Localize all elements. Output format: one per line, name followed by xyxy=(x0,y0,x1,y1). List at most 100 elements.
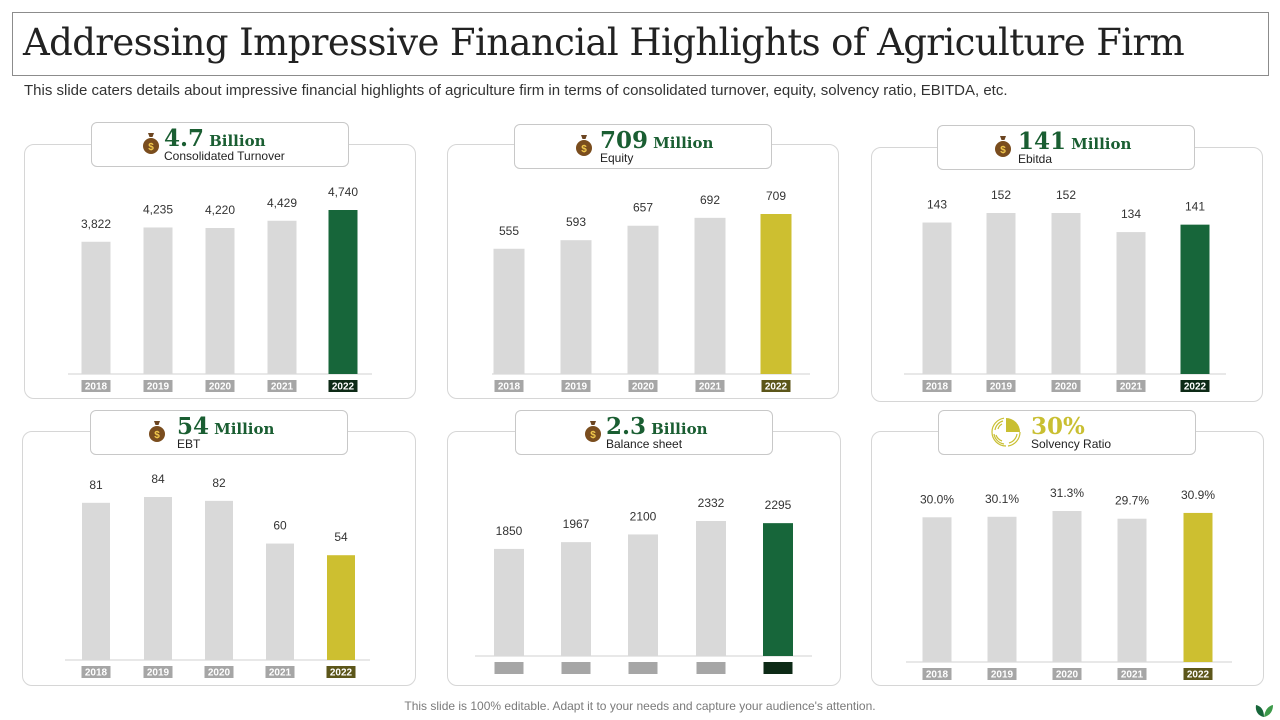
data-label: 4,740 xyxy=(328,185,358,199)
bar xyxy=(1052,511,1082,662)
data-label: 30.9% xyxy=(1181,488,1215,502)
year-tag xyxy=(561,380,591,392)
year-label: 2019 xyxy=(990,382,1013,393)
data-label: 31.3% xyxy=(1050,486,1084,500)
kpi-value-line: 141 Million xyxy=(1018,128,1131,155)
year-label: 2018 xyxy=(498,382,521,393)
year-tag xyxy=(143,380,173,392)
svg-text:$: $ xyxy=(154,430,160,441)
data-label: 3,822 xyxy=(81,217,111,231)
year-label: 2021 xyxy=(1121,670,1144,681)
svg-text:$: $ xyxy=(1000,145,1006,156)
year-label: 2021 xyxy=(1120,382,1143,393)
year-label: 2022 xyxy=(330,668,353,679)
year-tag xyxy=(561,662,591,674)
year-label: 2021 xyxy=(271,382,294,393)
year-tag xyxy=(1180,380,1210,392)
bar xyxy=(143,227,173,374)
kpi-value: 2.3 xyxy=(606,413,647,440)
year-tag xyxy=(987,668,1017,680)
kpi-card-turnover: $ 4.7 Billion Consolidated Turnover xyxy=(91,122,349,167)
year-label: 2022 xyxy=(1184,382,1207,393)
year-tag xyxy=(628,380,658,392)
bar xyxy=(144,497,172,660)
year-label: 2018 xyxy=(926,670,949,681)
kpi-value: 30% xyxy=(1031,413,1085,440)
money-bag-icon: $ xyxy=(585,421,601,442)
year-label: 2018 xyxy=(85,668,108,679)
kpi-value-line: 709 Million xyxy=(600,127,713,154)
data-label: 4,429 xyxy=(267,196,297,210)
data-label: 2100 xyxy=(630,509,657,523)
year-label: 2019 xyxy=(565,382,588,393)
bar xyxy=(561,542,591,656)
data-label: 152 xyxy=(1056,188,1076,202)
year-label: 2022 xyxy=(1187,670,1210,681)
data-label: 84 xyxy=(151,472,165,486)
year-label: 2020 xyxy=(209,382,232,393)
leaf-logo-icon xyxy=(1255,705,1273,717)
bar xyxy=(1117,518,1147,662)
bar xyxy=(628,534,658,656)
kpi-caption: Balance sheet xyxy=(606,437,683,451)
data-label: 81 xyxy=(89,478,103,492)
year-tag xyxy=(1117,668,1147,680)
pie-gauge-icon xyxy=(991,417,1021,447)
kpi-card-ebt: $ 54 Million EBT xyxy=(90,410,348,455)
kpi-value-line: 2.3 Billion xyxy=(606,413,708,440)
page-title: Addressing Impressive Financial Highligh… xyxy=(23,21,1185,64)
kpi-value-line: 54 Million xyxy=(177,413,274,440)
bar xyxy=(327,555,355,660)
kpi-caption: Consolidated Turnover xyxy=(164,149,285,163)
kpi-value: 4.7 xyxy=(164,125,205,152)
kpi-card-ebitda: $ 141 Million Ebitda xyxy=(937,125,1195,170)
money-bag-icon: $ xyxy=(576,135,592,156)
data-label: 82 xyxy=(212,476,226,490)
data-label: 2295 xyxy=(765,498,792,512)
bar xyxy=(266,543,294,660)
data-label: 60 xyxy=(273,519,287,533)
bar xyxy=(205,500,233,660)
year-tag xyxy=(81,380,111,392)
year-tag xyxy=(763,662,793,674)
bar xyxy=(1116,232,1146,374)
data-label: 134 xyxy=(1121,207,1141,221)
bar xyxy=(81,241,111,374)
kpi-value-line: 30% xyxy=(1031,413,1085,440)
year-tag xyxy=(494,380,524,392)
title-box: Addressing Impressive Financial Highligh… xyxy=(12,12,1269,76)
year-label: 2020 xyxy=(208,668,231,679)
data-label: 1850 xyxy=(496,524,523,538)
data-label: 555 xyxy=(499,224,519,238)
footer-note: This slide is 100% editable. Adapt it to… xyxy=(404,699,876,713)
money-bag-icon: $ xyxy=(143,133,159,154)
bar xyxy=(82,502,110,660)
bar xyxy=(560,240,592,374)
bar xyxy=(205,227,235,374)
data-label: 143 xyxy=(927,198,947,212)
year-tag xyxy=(1051,380,1081,392)
year-label: 2021 xyxy=(269,668,292,679)
kpi-value-line: 4.7 Billion xyxy=(164,125,266,152)
kpi-card-solvency: 30% Solvency Ratio xyxy=(938,410,1196,455)
kpi-card-equity: $ 709 Million Equity xyxy=(514,124,772,169)
bar xyxy=(922,222,952,374)
bar xyxy=(328,210,358,374)
bar xyxy=(1051,213,1081,374)
year-label: 2018 xyxy=(926,382,949,393)
year-tag xyxy=(761,380,791,392)
kpi-value: 709 xyxy=(600,127,649,154)
page-subtitle: This slide caters details about impressi… xyxy=(24,82,1008,99)
kpi-value: 141 xyxy=(1018,128,1067,155)
year-label: 2018 xyxy=(85,382,108,393)
year-label: 2020 xyxy=(632,382,655,393)
data-label: 709 xyxy=(766,189,786,203)
kpi-value: 54 xyxy=(177,413,210,440)
data-label: 54 xyxy=(334,530,348,544)
year-label: 2021 xyxy=(699,382,722,393)
svg-text:$: $ xyxy=(590,430,596,441)
kpi-unit: Million xyxy=(214,420,275,438)
year-tag xyxy=(922,380,952,392)
bar xyxy=(1183,512,1213,662)
bar xyxy=(760,214,792,374)
